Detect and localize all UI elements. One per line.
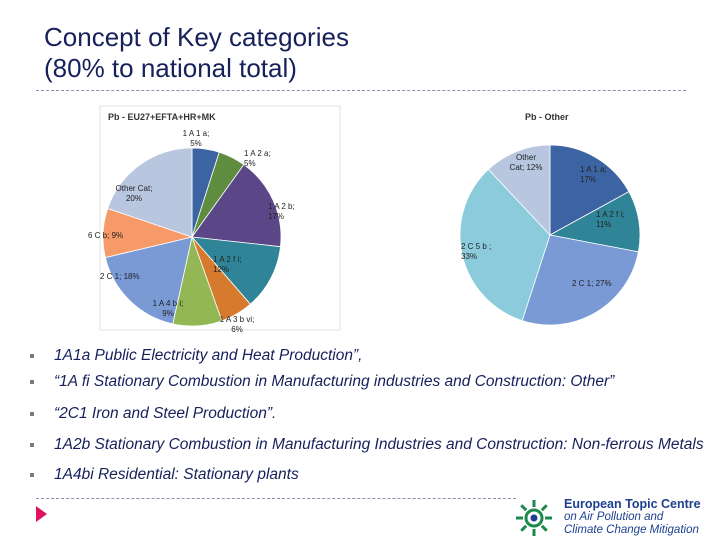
bullet-marker [30, 380, 34, 384]
pie-slice-label: 1 A 2 f i; 11% [596, 210, 624, 229]
pie-slice [191, 236, 281, 305]
pie-slice [107, 147, 193, 238]
bullet-item: 1A2b Stationary Combustion in Manufactur… [28, 435, 718, 454]
page-title-line2: (80% to national total) [44, 53, 297, 83]
pie-slice-label: 1 A 3 b vi; 6% [220, 315, 255, 334]
pie-slice-label: 1 A 2 a; 5% [244, 149, 271, 168]
pie-slice-label: 2 C 5 b ; 33% [461, 242, 491, 261]
etc-logo: European Topic Centre on Air Pollution a… [512, 494, 720, 540]
bullet-text: “2C1 Iron and Steel Production”. [54, 405, 277, 422]
bullet-marker [30, 354, 34, 358]
bullet-text: 1A4bi Residential: Stationary plants [54, 466, 299, 483]
pie-slice-label: 6 C b; 9% [88, 231, 123, 240]
etc-logo-text: European Topic Centre on Air Pollution a… [564, 497, 701, 537]
bullet-item: 1A4bi Residential: Stationary plants [28, 465, 718, 484]
bullet-marker [30, 412, 34, 416]
chart-2-title: Pb - Other [525, 112, 569, 122]
pie-slice-label: 1 A 4 b i; 9% [153, 299, 184, 318]
chart-1-pie [102, 147, 282, 327]
pie-slice-label: 1 A 2 f i; 12% [213, 255, 241, 274]
bullet-item: 1A1a Public Electricity and Heat Product… [28, 346, 718, 365]
pie-slice-label: 1 A 2 b; 17% [268, 202, 295, 221]
chart-1-title: Pb - EU27+EFTA+HR+MK [108, 112, 216, 122]
pie-slice-label: 2 C 1; 27% [572, 279, 612, 288]
bullet-marker [30, 443, 34, 447]
page-title: Concept of Key categories (80% to nation… [44, 22, 504, 84]
bullet-text: “1A fi Stationary Combustion in Manufact… [54, 373, 615, 390]
pie-slice-label: 1 A 1 a; 5% [183, 129, 210, 148]
bottom-divider [36, 498, 516, 499]
pie-charts: Pb - EU27+EFTA+HR+MK 1 A 1 a; 5% 1 A 2 a; 5… [88, 105, 641, 334]
pie-slice [549, 144, 630, 236]
pie-slice [104, 236, 193, 325]
bullet-item: “1A fi Stationary Combustion in Manufact… [28, 372, 718, 391]
etc-logo-mark-icon [516, 500, 552, 536]
pie-slice-label: Other Cat; 20% [116, 184, 153, 203]
page-title-line1: Concept of Key categories [44, 22, 349, 52]
pie-slice-label: 1 A 1 a; 17% [580, 165, 607, 184]
etc-logo-line1: European Topic Centre [564, 497, 701, 511]
pie-slice-label: Other Cat; 12% [510, 153, 543, 172]
bullet-text: 1A1a Public Electricity and Heat Product… [54, 347, 363, 364]
bullet-marker [30, 473, 34, 477]
pie-slice [191, 164, 282, 248]
pie-slice [521, 234, 639, 326]
chart-1-labels: 1 A 1 a; 5% 1 A 2 a; 5% 1 A 2 b; 17% 1 A 2 f i… [88, 129, 295, 334]
key-categories-list: 1A1a Public Electricity and Heat Product… [28, 343, 718, 484]
etc-logo-line2: on Air Pollution and [564, 511, 664, 523]
chart-2-labels: 1 A 1 a; 17% 1 A 2 f i; 11% 2 C 1; 27% 2 C 5 … [461, 153, 624, 288]
chart-2-pie [459, 144, 641, 326]
etc-logo-line3: Climate Change Mitigation [564, 524, 699, 536]
pie-slice-label: 2 C 1; 18% [100, 272, 140, 281]
bullet-item: “2C1 Iron and Steel Production”. [28, 404, 718, 423]
pie-slice [487, 144, 551, 237]
bullet-text: 1A2b Stationary Combustion in Manufactur… [54, 436, 704, 453]
top-divider [36, 90, 686, 91]
pie-slice [459, 168, 551, 322]
next-slide-arrow-icon[interactable] [36, 506, 47, 522]
